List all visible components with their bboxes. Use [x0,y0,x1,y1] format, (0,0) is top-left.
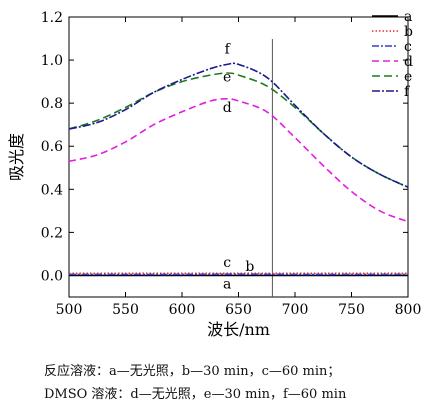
curve-label-a: a [223,276,231,292]
legend-label-c: c [404,39,412,55]
axes: 500 550 600 650 700 750 800 0.0 0.2 0.4 0.6 0.8 1.0 1… [41,10,422,318]
series-f-line [68,62,409,188]
axis-labels: 波长/nm 吸光度 [7,133,270,339]
x-tick-label: 700 [282,302,309,318]
x-axis-label: 波长/nm [207,320,270,339]
series-d-line [68,98,409,223]
y-tick-label: 1.0 [41,53,63,69]
curve-label-c: c [223,255,231,271]
curve-annotations: fed c ba [223,42,255,293]
legend-label-a: a [404,9,412,25]
y-tick-label: 0.8 [41,96,63,112]
y-tick-label: 0.4 [41,182,63,198]
legend-label-e: e [404,69,412,85]
legend-label-f: f [404,84,411,100]
legend-label-b: b [404,24,413,40]
curve-label-d: d [223,100,232,116]
x-tick-label: 600 [169,302,196,318]
y-tick-label: 0.2 [41,225,63,241]
x-tick-label: 500 [56,302,83,318]
x-tick-label: 800 [395,302,422,318]
legend-label-d: d [404,54,413,70]
plot-area [68,39,409,297]
y-tick-label: 1.2 [41,10,63,26]
y-axis-label: 吸光度 [7,133,26,181]
chart: 500 550 600 650 700 750 800 0.0 0.2 0.4 0.6 0.8 1.0 1… [7,9,422,339]
plot-frame [68,16,409,298]
x-tick-label: 750 [338,302,365,318]
curve-label-b: b [245,259,254,275]
y-tick-label: 0.0 [41,268,63,284]
caption-line-1: 反应溶液：a—无光照，b—30 min，c—60 min； [44,364,341,379]
caption-line-2: DMSO 溶液：d—无光照，e—30 min，f—60 min [44,387,347,402]
y-tick-label: 0.6 [41,139,63,155]
curve-label-e: e [223,70,231,86]
curve-label-f: f [225,42,232,58]
x-tick-label: 650 [225,302,252,318]
x-tick-label: 550 [112,302,139,318]
series-e-line [68,72,409,188]
